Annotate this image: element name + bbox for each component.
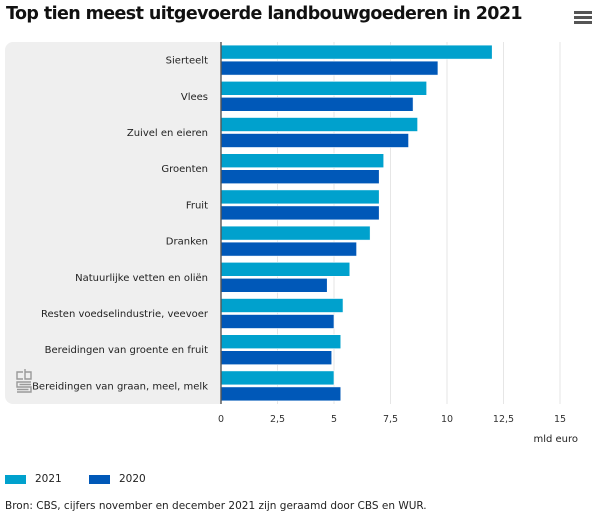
bar-2021[interactable] — [220, 189, 380, 205]
bar-2021[interactable] — [220, 334, 342, 350]
legend-swatch-2020 — [89, 474, 110, 484]
hamburger-menu-icon[interactable] — [574, 11, 592, 25]
category-label: Sierteelt — [166, 56, 208, 67]
category-label: Resten voedselindustrie, veevoer — [41, 309, 209, 320]
legend-label: 2021 — [35, 473, 62, 485]
bar-2020[interactable] — [220, 350, 333, 366]
category-label: Zuivel en eieren — [127, 128, 208, 139]
menu-bar — [574, 16, 592, 19]
x-tick-label: 5 — [331, 414, 337, 425]
x-tick-label: 15 — [554, 414, 566, 425]
bar-2020[interactable] — [220, 314, 335, 329]
chart-title: Top tien meest uitgevoerde landbouwgoede… — [6, 4, 523, 24]
bar-2021[interactable] — [220, 298, 344, 313]
x-axis-label: mld euro — [533, 434, 578, 445]
legend-swatch-2021 — [5, 474, 26, 484]
bar-2020[interactable] — [220, 133, 409, 148]
legend-label: 2020 — [119, 473, 146, 485]
cbs-logo-icon — [15, 368, 33, 394]
category-label-panel — [5, 42, 221, 404]
category-label: Bereidingen van graan, meel, melk — [32, 381, 208, 392]
source-note: Bron: CBS, cijfers november en december … — [5, 500, 427, 512]
bar-2021[interactable] — [220, 81, 427, 96]
legend-item-2021[interactable]: 2021 — [5, 473, 62, 485]
x-tick-label: 7,5 — [383, 414, 398, 425]
x-tick-label: 12,5 — [493, 414, 514, 425]
x-tick-label: 2,5 — [270, 414, 285, 425]
x-tick-label: 10 — [441, 414, 453, 425]
category-label: Vlees — [181, 92, 208, 103]
bar-2020[interactable] — [220, 169, 380, 184]
bar-2021[interactable] — [220, 370, 335, 386]
bar-2021[interactable] — [220, 225, 371, 241]
bar-chart: Sierteelt Vlees Zuivel en eieren Groenten Fr… — [32, 42, 578, 445]
bar-2021[interactable] — [220, 117, 418, 132]
bar-2020[interactable] — [220, 97, 414, 112]
bar-2020[interactable] — [220, 277, 328, 293]
bar-2020[interactable] — [220, 241, 357, 257]
x-tick-label: 0 — [218, 414, 224, 425]
bar-2021[interactable] — [220, 44, 493, 60]
bar-2020[interactable] — [220, 386, 342, 402]
category-label: Fruit — [186, 200, 208, 211]
category-label: Bereidingen van groente en fruit — [45, 345, 208, 356]
bar-2020[interactable] — [220, 60, 439, 76]
menu-bar — [574, 21, 592, 24]
legend-item-2020[interactable]: 2020 — [89, 473, 146, 485]
bar-2021[interactable] — [220, 261, 351, 277]
bar-2020[interactable] — [220, 205, 380, 221]
bar-2021[interactable] — [220, 153, 385, 168]
menu-bar — [574, 11, 592, 14]
category-label: Groenten — [161, 164, 208, 175]
category-label: Dranken — [166, 237, 208, 248]
category-label: Natuurlijke vetten en oliën — [75, 273, 208, 284]
